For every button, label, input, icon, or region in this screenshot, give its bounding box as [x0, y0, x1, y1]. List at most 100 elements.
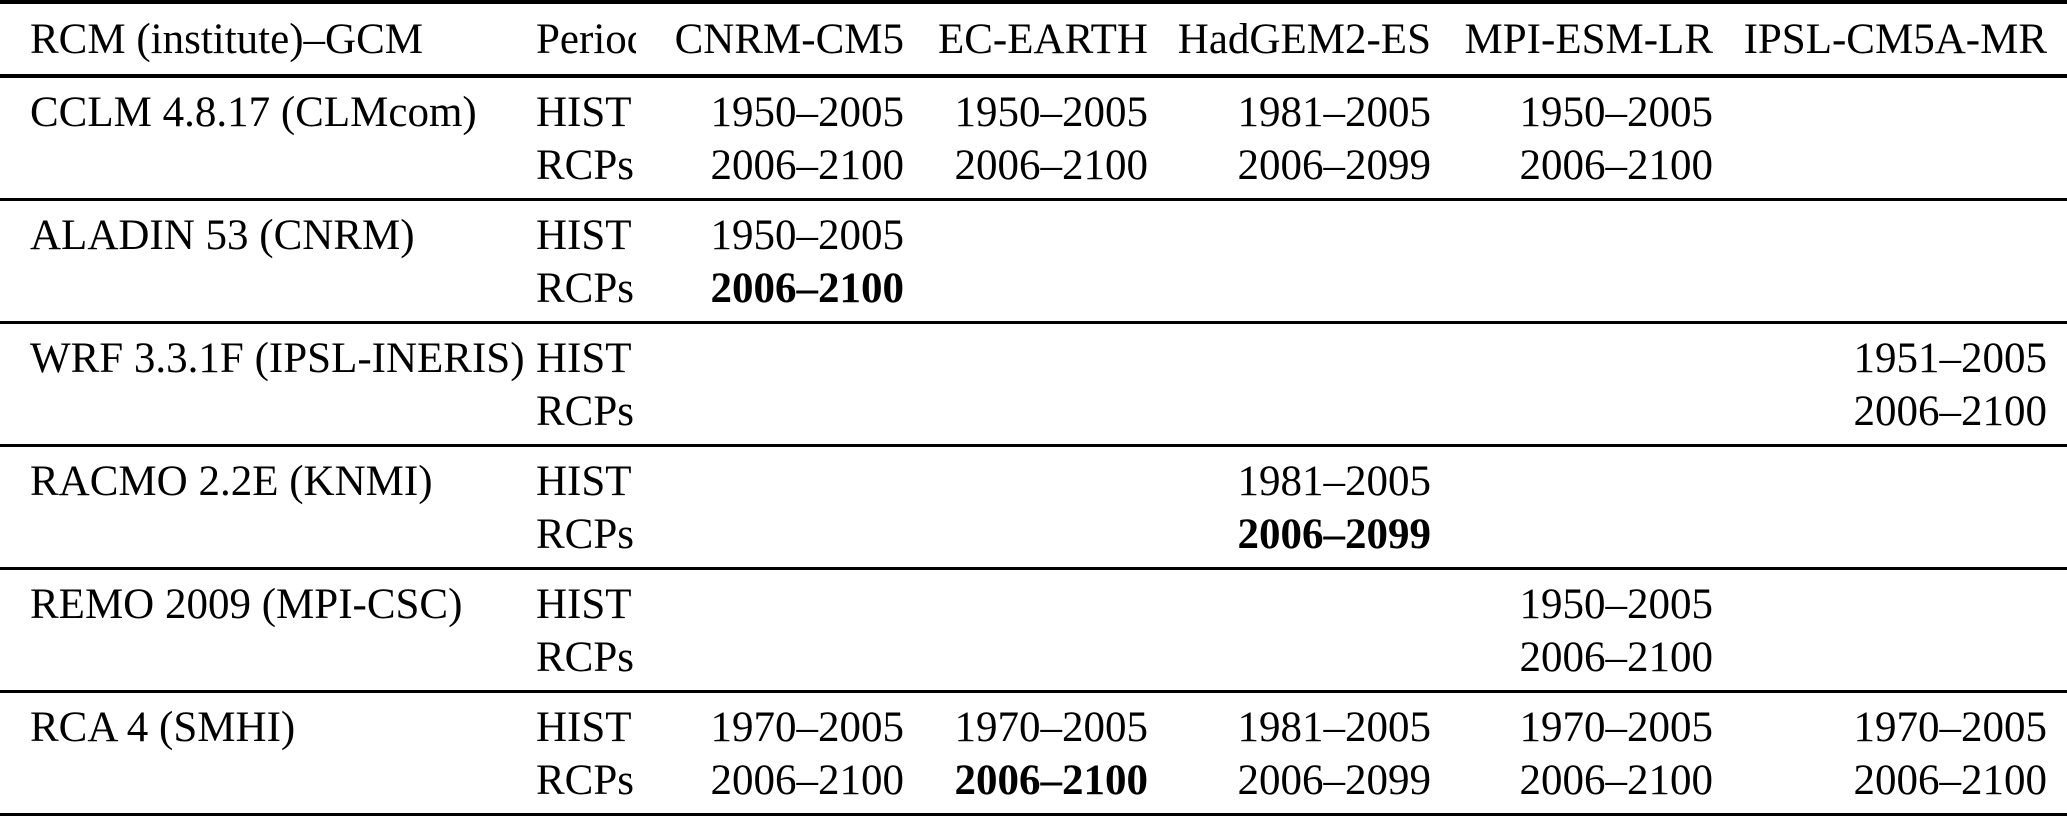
rcp-value-ec-earth — [916, 627, 1160, 692]
table-row: RCPs 2006–2100 — [0, 627, 2067, 692]
row-group-rca: RCA 4 (SMHI) HIST 1970–2005 1970–2005 19… — [0, 691, 2067, 816]
table-row: RCPs 2006–2100 — [0, 258, 2067, 323]
period-label-rcps: RCPs — [536, 634, 635, 681]
col-header-ipsl-cm5a-mr: IPSL-CM5A-MR — [1743, 16, 2047, 63]
table-row: RCPs 2006–2100 2006–2100 2006–2099 2006–… — [0, 135, 2067, 200]
rcm-label: RACMO 2.2E (KNMI) — [30, 458, 433, 505]
period-label-hist: HIST — [536, 89, 632, 135]
period-label-rcps: RCPs — [536, 265, 635, 312]
hist-value-cnrm-cm5: 1950–2005 — [710, 89, 905, 135]
hist-value-ipsl-cm5a-mr: 1970–2005 — [1853, 704, 2048, 750]
period-label-rcps: RCPs — [536, 511, 635, 558]
rcp-value-ec-earth — [916, 258, 1160, 323]
rcp-value-hadgem2-es — [1160, 381, 1443, 446]
rcm-label: ALADIN 53 (CNRM) — [30, 212, 415, 259]
hist-value-hadgem2-es: 1981–2005 — [1237, 458, 1432, 504]
rcp-value-cnrm-cm5: 2006–2100 — [710, 757, 905, 804]
period-label-hist: HIST — [536, 212, 632, 258]
rcp-value-ec-earth: 2006–2100 — [954, 757, 1149, 804]
period-label-rcps: RCPs — [536, 757, 635, 804]
hist-value-hadgem2-es — [1160, 323, 1443, 382]
period-label-hist: HIST — [536, 704, 632, 750]
rcp-value-hadgem2-es — [1160, 627, 1443, 692]
row-group-remo: REMO 2009 (MPI-CSC) HIST 1950–2005 RCPs … — [0, 568, 2067, 692]
col-header-cnrm-cm5: CNRM-CM5 — [674, 16, 904, 63]
rcp-value-ec-earth: 2006–2100 — [954, 142, 1149, 189]
hist-value-hadgem2-es: 1981–2005 — [1237, 89, 1432, 135]
rcp-value-mpi-esm-lr — [1443, 258, 1725, 323]
period-label-hist: HIST — [536, 581, 632, 627]
hist-value-cnrm-cm5: 1970–2005 — [710, 704, 905, 750]
col-header-mpi-esm-lr: MPI-ESM-LR — [1464, 16, 1713, 63]
table-row: RCPs 2006–2099 — [0, 504, 2067, 569]
rcm-label: CCLM 4.8.17 (CLMcom) — [30, 89, 477, 136]
rcp-value-ec-earth — [916, 381, 1160, 446]
table-row: RCA 4 (SMHI) HIST 1970–2005 1970–2005 19… — [0, 692, 2067, 751]
hist-value-mpi-esm-lr: 1970–2005 — [1519, 704, 1714, 750]
rcp-value-ipsl-cm5a-mr: 2006–2100 — [1853, 388, 2048, 435]
table-row: REMO 2009 (MPI-CSC) HIST 1950–2005 — [0, 569, 2067, 628]
rcm-label: REMO 2009 (MPI-CSC) — [30, 581, 463, 628]
col-header-rcm-gcm: RCM (institute)–GCM — [30, 16, 424, 63]
rcp-value-ipsl-cm5a-mr: 2006–2100 — [1853, 757, 2048, 804]
row-group-wrf: WRF 3.3.1F (IPSL-INERIS) HIST 1951–2005 … — [0, 322, 2067, 446]
rcm-label: RCA 4 (SMHI) — [30, 704, 296, 751]
hist-value-mpi-esm-lr — [1443, 200, 1725, 259]
hist-value-ipsl-cm5a-mr — [1725, 569, 2067, 628]
hist-value-cnrm-cm5 — [636, 323, 916, 382]
table-header: RCM (institute)–GCM Period CNRM-CM5 EC-E… — [0, 2, 2067, 76]
hist-value-hadgem2-es — [1160, 569, 1443, 628]
rcp-value-ipsl-cm5a-mr — [1725, 135, 2067, 200]
hist-value-ipsl-cm5a-mr — [1725, 200, 2067, 259]
table-row: RCPs 2006–2100 2006–2100 2006–2099 2006–… — [0, 750, 2067, 815]
rcp-value-hadgem2-es: 2006–2099 — [1237, 757, 1432, 804]
hist-value-ipsl-cm5a-mr — [1725, 446, 2067, 505]
rcp-value-mpi-esm-lr: 2006–2100 — [1519, 757, 1714, 804]
rcp-value-mpi-esm-lr — [1443, 504, 1725, 569]
rcp-value-ec-earth — [916, 504, 1160, 569]
hist-value-ec-earth: 1970–2005 — [954, 704, 1149, 750]
hist-value-cnrm-cm5 — [636, 569, 916, 628]
hist-value-ipsl-cm5a-mr — [1725, 76, 2067, 135]
rcm-label: WRF 3.3.1F (IPSL-INERIS) — [30, 335, 525, 382]
period-label-hist: HIST — [536, 335, 632, 381]
table-row: CCLM 4.8.17 (CLMcom) HIST 1950–2005 1950… — [0, 76, 2067, 135]
rcp-value-mpi-esm-lr: 2006–2100 — [1519, 142, 1714, 189]
table-row: WRF 3.3.1F (IPSL-INERIS) HIST 1951–2005 — [0, 323, 2067, 382]
rcp-value-hadgem2-es: 2006–2099 — [1237, 142, 1432, 189]
row-group-cclm: CCLM 4.8.17 (CLMcom) HIST 1950–2005 1950… — [0, 76, 2067, 200]
hist-value-ec-earth — [916, 446, 1160, 505]
rcp-value-ipsl-cm5a-mr — [1725, 504, 2067, 569]
hist-value-mpi-esm-lr: 1950–2005 — [1519, 581, 1714, 627]
hist-value-mpi-esm-lr — [1443, 323, 1725, 382]
table-row: ALADIN 53 (CNRM) HIST 1950–2005 — [0, 200, 2067, 259]
row-group-aladin: ALADIN 53 (CNRM) HIST 1950–2005 RCPs 200… — [0, 199, 2067, 323]
hist-value-hadgem2-es — [1160, 200, 1443, 259]
period-label-rcps: RCPs — [536, 142, 635, 189]
rcp-value-ipsl-cm5a-mr — [1725, 627, 2067, 692]
hist-value-ec-earth: 1950–2005 — [954, 89, 1149, 135]
col-header-period: Period — [536, 16, 636, 63]
rcp-value-cnrm-cm5 — [636, 381, 916, 446]
period-label-rcps: RCPs — [536, 388, 635, 435]
rcp-value-cnrm-cm5: 2006–2100 — [710, 265, 905, 312]
period-label-hist: HIST — [536, 458, 632, 504]
rcp-value-hadgem2-es: 2006–2099 — [1237, 511, 1432, 558]
rcp-value-hadgem2-es — [1160, 258, 1443, 323]
row-group-racmo: RACMO 2.2E (KNMI) HIST 1981–2005 RCPs 20… — [0, 445, 2067, 569]
header-row: RCM (institute)–GCM Period CNRM-CM5 EC-E… — [0, 2, 2067, 76]
hist-value-cnrm-cm5 — [636, 446, 916, 505]
hist-value-cnrm-cm5: 1950–2005 — [710, 212, 905, 258]
rcp-value-mpi-esm-lr — [1443, 381, 1725, 446]
rcp-value-cnrm-cm5: 2006–2100 — [710, 142, 905, 189]
hist-value-mpi-esm-lr: 1950–2005 — [1519, 89, 1714, 135]
rcp-value-ipsl-cm5a-mr — [1725, 258, 2067, 323]
hist-value-ec-earth — [916, 200, 1160, 259]
hist-value-ec-earth — [916, 569, 1160, 628]
rcp-value-cnrm-cm5 — [636, 627, 916, 692]
rcp-value-mpi-esm-lr: 2006–2100 — [1519, 634, 1714, 681]
hist-value-hadgem2-es: 1981–2005 — [1237, 704, 1432, 750]
table-row: RACMO 2.2E (KNMI) HIST 1981–2005 — [0, 446, 2067, 505]
